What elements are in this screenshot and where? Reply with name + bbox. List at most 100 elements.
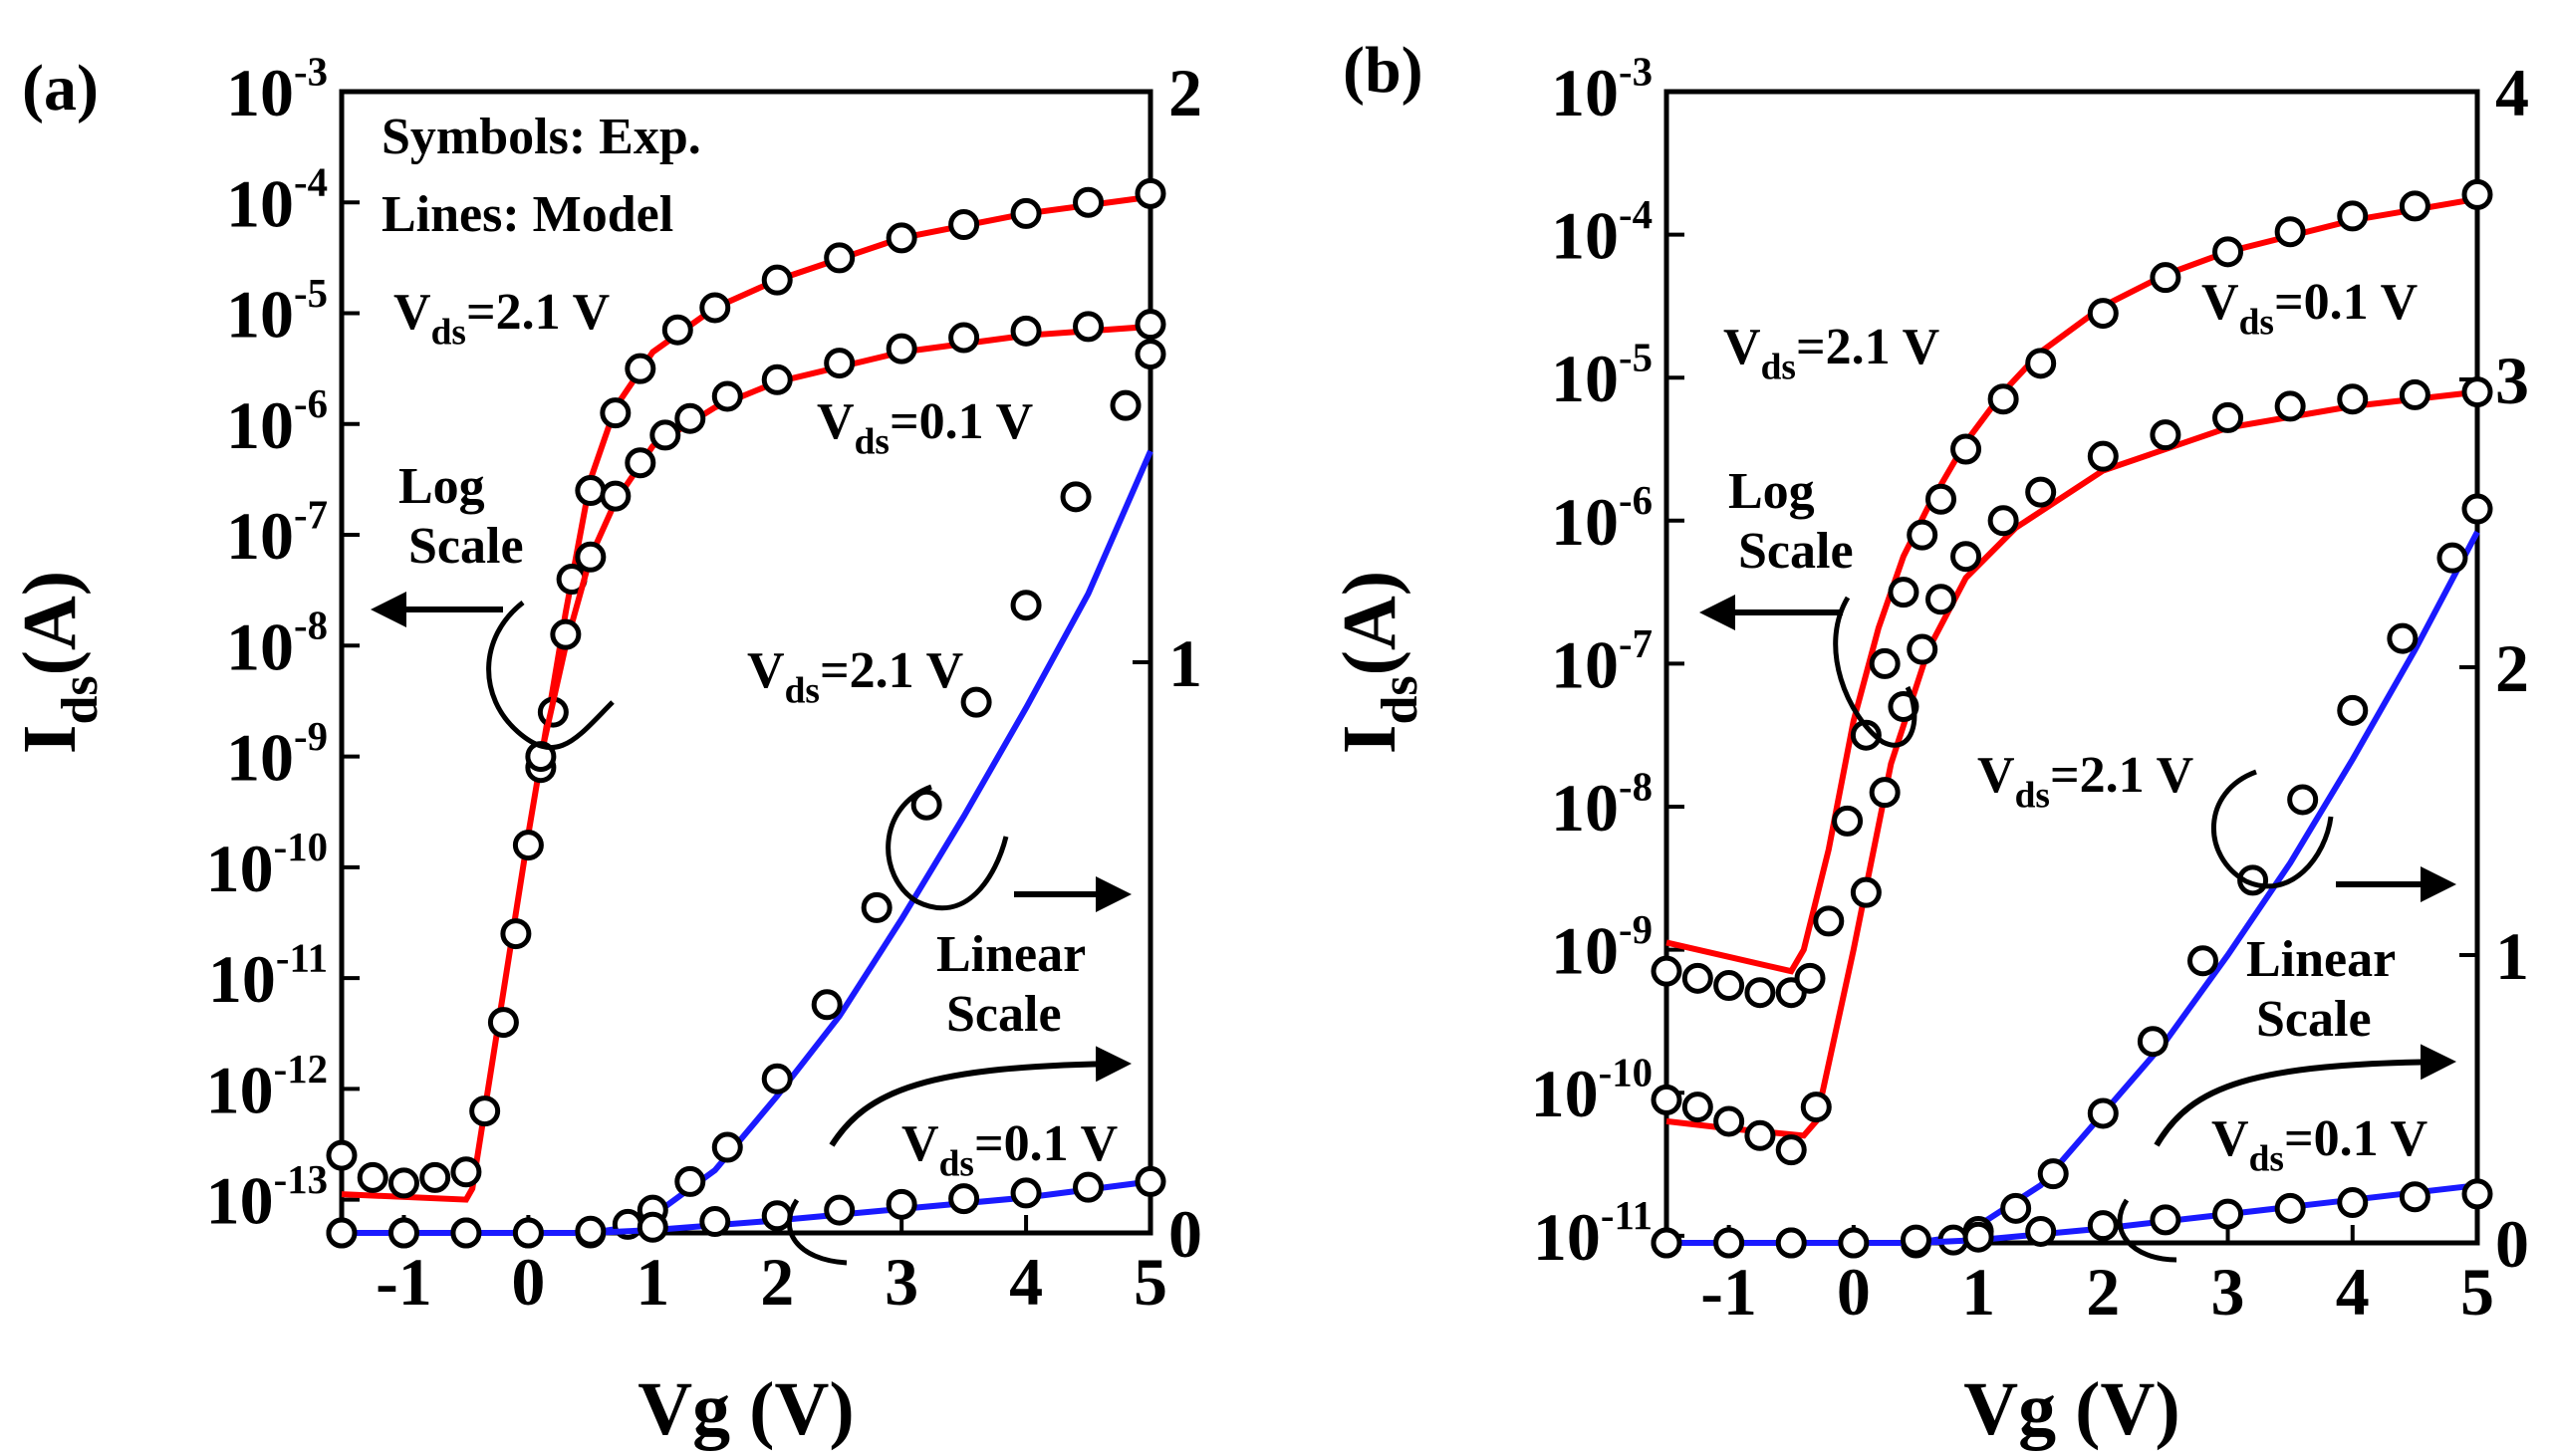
exp-point bbox=[2461, 178, 2493, 210]
legend-entry: Symbols: Exp. bbox=[382, 109, 701, 165]
y-tick-label-left: 10-9 bbox=[226, 714, 328, 796]
x-tick-label: 0 bbox=[1837, 1254, 1871, 1330]
exp-point bbox=[2461, 493, 2493, 525]
annotation-vds-0-1-linear: Vds=0.1 V bbox=[901, 1115, 1118, 1185]
exp-point bbox=[450, 1156, 482, 1188]
exp-point bbox=[2212, 401, 2244, 433]
y-tick-label-left: 10-13 bbox=[206, 1157, 328, 1239]
y-tick-label-right: 1 bbox=[2495, 918, 2529, 994]
exp-point bbox=[2387, 622, 2419, 654]
exp-point bbox=[487, 1007, 519, 1039]
exp-point bbox=[1869, 647, 1901, 679]
exp-point bbox=[512, 1217, 544, 1249]
bracket-linear-high bbox=[886, 784, 1009, 911]
exp-point bbox=[1651, 1227, 1682, 1259]
exp-point bbox=[1744, 1119, 1776, 1151]
exp-point bbox=[1838, 1227, 1870, 1259]
exp-point bbox=[550, 618, 582, 650]
annotation-log-scale: Log bbox=[1728, 463, 1815, 520]
bracket-log bbox=[486, 601, 615, 751]
exp-point bbox=[575, 541, 607, 573]
exp-point bbox=[625, 447, 656, 479]
y-axis-label-group: Ids(A) bbox=[1328, 571, 1428, 754]
annotation-vds-2-1-log: Vds=2.1 V bbox=[393, 284, 610, 354]
exp-point bbox=[661, 314, 693, 346]
exp-point bbox=[1135, 339, 1166, 370]
exp-point bbox=[1907, 633, 1938, 665]
exp-point bbox=[1900, 1224, 1931, 1256]
exp-point bbox=[761, 1200, 793, 1232]
exp-point bbox=[419, 1161, 451, 1193]
exp-point bbox=[1651, 955, 1682, 987]
exp-point bbox=[824, 1194, 856, 1226]
exp-point bbox=[1775, 1227, 1807, 1259]
y-tick-label-right: 1 bbox=[1168, 625, 1202, 701]
exp-point bbox=[1135, 177, 1166, 209]
chart-panel-2: (b) 10-310-410-510-610-710-810-910-1010-1… bbox=[1328, 34, 2529, 1451]
annotation-log-scale: Log bbox=[398, 458, 485, 515]
exp-point bbox=[469, 1095, 501, 1127]
annotation-linear-scale: Scale bbox=[2256, 991, 2372, 1048]
exp-point bbox=[600, 397, 632, 429]
exp-point bbox=[2137, 1026, 2169, 1058]
x-tick-label: 5 bbox=[1134, 1244, 1167, 1320]
annotation-vds-2-1-linear: Vds=2.1 V bbox=[747, 642, 963, 712]
x-axis-label: Vg (V) bbox=[1963, 1367, 2179, 1451]
x-tick-label: 1 bbox=[636, 1244, 669, 1320]
annotation-vds-0-1-log: Vds=0.1 V bbox=[2201, 274, 2418, 344]
exp-point bbox=[1010, 197, 1042, 229]
bracket-linear-high bbox=[2211, 769, 2334, 889]
exp-point bbox=[1073, 186, 1105, 218]
exp-point bbox=[1950, 433, 1982, 465]
exp-point bbox=[1110, 389, 1142, 421]
x-tick-label: -1 bbox=[1700, 1254, 1757, 1330]
exp-point bbox=[625, 353, 656, 384]
exp-point bbox=[2399, 378, 2430, 410]
x-tick-label: 3 bbox=[2211, 1254, 2245, 1330]
exp-point bbox=[1775, 1134, 1807, 1166]
exp-point bbox=[674, 1165, 706, 1197]
exp-point bbox=[2212, 236, 2244, 268]
annotation-vds-0-1-linear: Vds=0.1 V bbox=[2211, 1110, 2427, 1180]
exp-point bbox=[1962, 1221, 1994, 1253]
exp-point bbox=[811, 989, 843, 1021]
exp-point bbox=[2087, 1210, 2119, 1242]
exp-point bbox=[512, 830, 544, 861]
exp-point bbox=[2000, 1192, 2032, 1224]
exp-point bbox=[2025, 348, 2057, 379]
exp-point bbox=[1651, 1084, 1682, 1115]
y-tick-label-left: 10-11 bbox=[208, 935, 328, 1017]
exp-point bbox=[1010, 590, 1042, 621]
exp-point bbox=[1135, 1165, 1166, 1197]
y-tick-label-left: 10-10 bbox=[1531, 1051, 1653, 1132]
exp-point bbox=[761, 264, 793, 296]
exp-point bbox=[2087, 440, 2119, 472]
exp-point bbox=[2461, 1178, 2493, 1210]
y-tick-label-left: 10-7 bbox=[226, 492, 328, 574]
y-tick-label-left: 10-8 bbox=[1551, 764, 1653, 846]
x-tick-label: 3 bbox=[885, 1244, 918, 1320]
y-tick-label-right: 3 bbox=[2495, 343, 2529, 418]
panel-label: (a) bbox=[22, 52, 99, 124]
bracket-linear-low bbox=[2117, 1198, 2177, 1263]
y-tick-label-left: 10-3 bbox=[226, 49, 328, 130]
exp-point bbox=[2337, 1187, 2369, 1219]
y-axis-label: Ids(A) bbox=[8, 571, 109, 754]
annotation-linear-scale: Scale bbox=[946, 986, 1062, 1043]
annotation-linear-scale: Linear bbox=[2246, 931, 2396, 988]
exp-point bbox=[1681, 1092, 1713, 1123]
plot-frame bbox=[1663, 89, 2480, 1246]
exp-point bbox=[1010, 315, 1042, 347]
exp-point bbox=[886, 1188, 917, 1220]
panel-label: (b) bbox=[1343, 34, 1423, 107]
annotation-vds-2-1-linear: Vds=2.1 V bbox=[1977, 747, 2193, 817]
plot-frame bbox=[339, 89, 1153, 1236]
exp-point bbox=[326, 1139, 358, 1171]
annotation-linear-scale: Linear bbox=[936, 926, 1086, 983]
exp-point bbox=[1681, 962, 1713, 994]
exp-point bbox=[1950, 541, 1982, 573]
exp-point bbox=[1907, 519, 1938, 551]
exp-point bbox=[2025, 1215, 2057, 1247]
exp-point bbox=[948, 1183, 980, 1215]
exp-point bbox=[824, 348, 856, 379]
